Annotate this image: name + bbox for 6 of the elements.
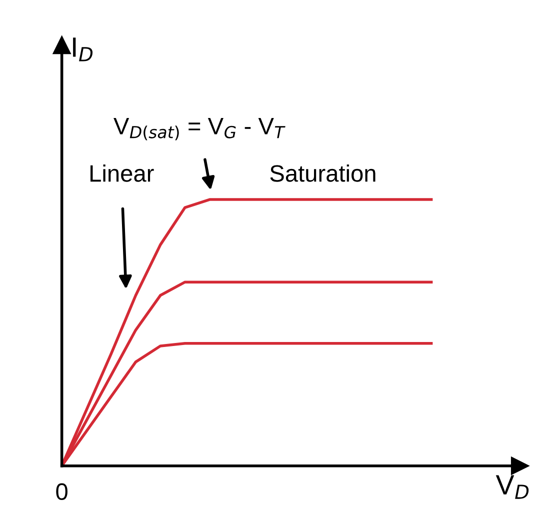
text: Linear bbox=[90, 164, 154, 182]
y-axis-title: I$_{D}$ bbox=[73, 38, 93, 62]
text: 0 bbox=[56, 483, 68, 500]
text: Saturation bbox=[270, 164, 376, 182]
x-axis-title: V$_{D}$ bbox=[496, 475, 529, 499]
text: V$_{D(sat)}$ = V$_{G}$ - V$_{T}$ bbox=[114, 118, 286, 140]
